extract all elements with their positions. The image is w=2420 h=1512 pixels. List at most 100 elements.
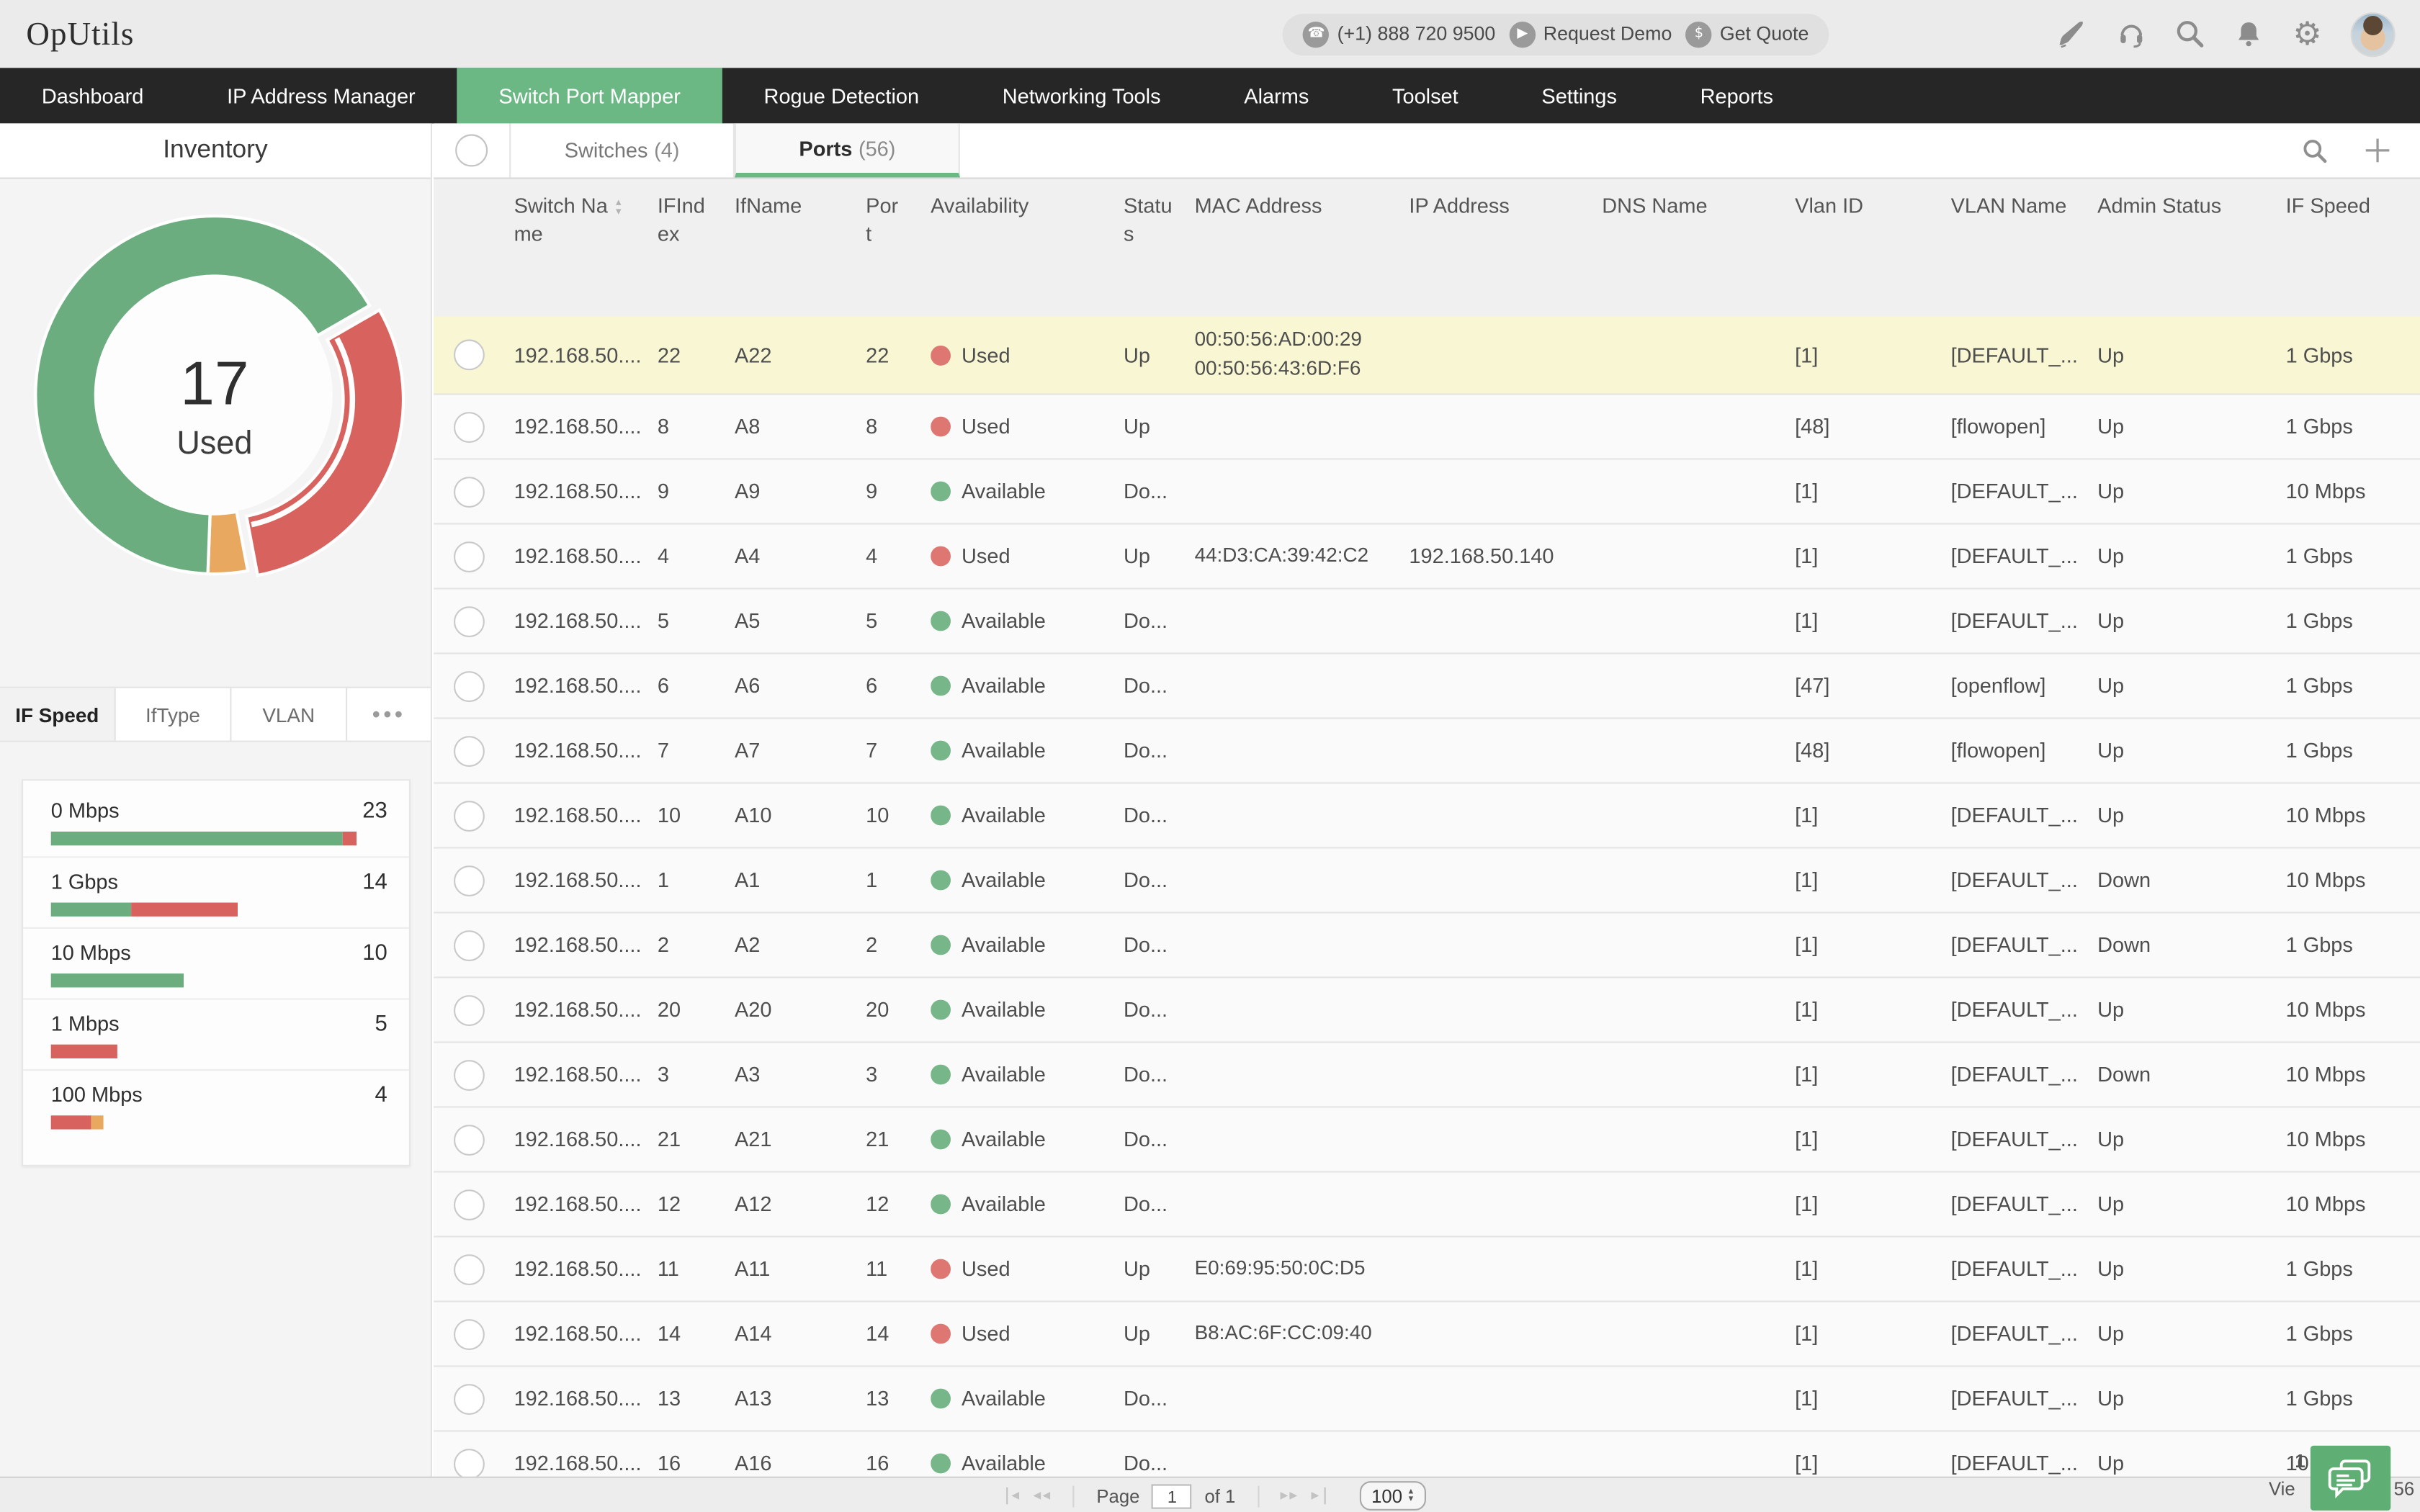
sort-arrows-icon[interactable]: ▴ ▾ bbox=[616, 197, 622, 219]
column-header-speed[interactable]: IF Speed bbox=[2286, 179, 2409, 261]
last-page-button[interactable]: ▸ bbox=[1311, 1487, 1325, 1505]
column-header-vlanname[interactable]: VLAN Name bbox=[1951, 179, 2098, 261]
speed-row-10-mbps[interactable]: 10 Mbps 10 bbox=[23, 929, 409, 1000]
nav-item-toolset[interactable]: Toolset bbox=[1392, 84, 1458, 107]
table-row-port-a7[interactable]: 192.168.50.... 7 A7 7 Available Do... [48] [flo… bbox=[434, 719, 2420, 784]
column-header-mac[interactable]: MAC Address bbox=[1195, 179, 1410, 261]
speed-row-1-gbps[interactable]: 1 Gbps 14 bbox=[23, 858, 409, 929]
table-search-icon[interactable] bbox=[2301, 137, 2329, 165]
row-select-radio[interactable] bbox=[454, 865, 485, 896]
phone-item[interactable]: ☎ (+1) 888 720 9500 bbox=[1303, 20, 1495, 48]
nav-item-settings[interactable]: Settings bbox=[1541, 84, 1617, 107]
support-headset-icon[interactable] bbox=[2116, 19, 2147, 50]
tab-ports[interactable]: Ports (56) bbox=[734, 123, 960, 178]
nav-item-reports[interactable]: Reports bbox=[1700, 84, 1773, 107]
cell-status: Up bbox=[1124, 343, 1150, 366]
add-plus-icon[interactable] bbox=[2363, 136, 2393, 166]
column-header-switch[interactable]: Switch Name ▴ ▾ bbox=[514, 179, 658, 261]
row-select-radio[interactable] bbox=[454, 800, 485, 831]
row-select-radio[interactable] bbox=[454, 1189, 485, 1220]
row-select-radio[interactable] bbox=[454, 1254, 485, 1284]
cell-vlan-name: [DEFAULT_... bbox=[1950, 609, 2078, 633]
row-select-radio[interactable] bbox=[454, 541, 485, 572]
row-select-radio[interactable] bbox=[454, 411, 485, 442]
tab-switches[interactable]: Switches (4) bbox=[509, 123, 735, 178]
prev-page-button[interactable]: ◂◂ bbox=[1033, 1487, 1052, 1505]
column-header-status[interactable]: Status bbox=[1124, 179, 1195, 261]
column-header-vlan[interactable]: Vlan ID bbox=[1795, 179, 1950, 261]
table-row-port-a22[interactable]: 192.168.50.... 22 A22 22 Used Up 00:50:56:AD:0… bbox=[434, 316, 2420, 395]
table-row-port-a13[interactable]: 192.168.50.... 13 A13 13 Available Do... [1] [D… bbox=[434, 1367, 2420, 1432]
table-row-port-a4[interactable]: 192.168.50.... 4 A4 4 Used Up 44:D3:CA:39:42:C… bbox=[434, 524, 2420, 590]
row-select-radio[interactable] bbox=[454, 1448, 485, 1479]
row-select-radio[interactable] bbox=[454, 339, 485, 371]
row-select-radio[interactable] bbox=[454, 735, 485, 766]
row-select-radio[interactable] bbox=[454, 1059, 485, 1090]
column-header-admin[interactable]: Admin Status bbox=[2097, 179, 2285, 261]
nav-item-dashboard[interactable]: Dashboard bbox=[41, 84, 144, 107]
speed-bar bbox=[50, 1115, 387, 1130]
column-header-ifindex[interactable]: IFIndex bbox=[658, 179, 735, 261]
column-header-port[interactable]: Port bbox=[866, 179, 931, 261]
table-row-port-a10[interactable]: 192.168.50.... 10 A10 10 Available Do... [1] [D… bbox=[434, 783, 2420, 849]
select-all-radio[interactable] bbox=[455, 134, 488, 167]
column-header-ip[interactable]: IP Address bbox=[1409, 179, 1602, 261]
table-row-port-a11[interactable]: 192.168.50.... 11 A11 11 Used Up E0:69:95:50:0… bbox=[434, 1237, 2420, 1302]
row-select-radio[interactable] bbox=[454, 606, 485, 636]
column-header-availability[interactable]: Availability bbox=[931, 179, 1124, 261]
breakdown-tabs-more-icon[interactable]: ••• bbox=[347, 688, 432, 741]
table-row-port-a5[interactable]: 192.168.50.... 5 A5 5 Available Do... [1] [DEFA… bbox=[434, 589, 2420, 654]
global-search-icon[interactable] bbox=[2174, 19, 2205, 50]
nav-item-rogue-detection[interactable]: Rogue Detection bbox=[763, 84, 920, 107]
page-number-input[interactable]: 1 bbox=[1152, 1483, 1193, 1508]
column-header-ifname[interactable]: IfName bbox=[735, 179, 866, 261]
speed-row-1-mbps[interactable]: 1 Mbps 5 bbox=[23, 1000, 409, 1071]
availability-label: Available bbox=[962, 674, 1046, 698]
table-row-port-a14[interactable]: 192.168.50.... 14 A14 14 Used Up B8:AC:6F:CC:0… bbox=[434, 1302, 2420, 1367]
table-row-port-a6[interactable]: 192.168.50.... 6 A6 6 Available Do... [47] [ope… bbox=[434, 654, 2420, 719]
row-select-radio[interactable] bbox=[454, 994, 485, 1025]
table-row-port-a9[interactable]: 192.168.50.... 9 A9 9 Available Do... [1] [DEFA… bbox=[434, 459, 2420, 525]
first-page-button[interactable]: ◂ bbox=[1006, 1487, 1021, 1505]
user-avatar[interactable] bbox=[2350, 12, 2396, 57]
next-page-button[interactable]: ▸▸ bbox=[1280, 1487, 1299, 1505]
table-row-port-a12[interactable]: 192.168.50.... 12 A12 12 Available Do... [1] [D… bbox=[434, 1172, 2420, 1238]
page-size-select[interactable]: 100 ▴ ▾ bbox=[1358, 1481, 1426, 1511]
get-quote-button[interactable]: $ Get Quote bbox=[1685, 20, 1809, 48]
cell-availability: Available bbox=[931, 868, 1124, 892]
cell-vlan-name: [openflow] bbox=[1950, 674, 2046, 698]
inventory-donut-chart[interactable]: 17 Used bbox=[0, 197, 432, 593]
rocket-icon[interactable] bbox=[2057, 19, 2088, 50]
row-select-radio[interactable] bbox=[454, 1383, 485, 1414]
settings-gear-icon[interactable]: ⚙ bbox=[2293, 15, 2322, 53]
speed-row-100-mbps[interactable]: 100 Mbps 4 bbox=[23, 1071, 409, 1140]
pager: ◂ ◂◂ Page 1 of 1 ▸▸ ▸ 100 ▴ ▾ bbox=[444, 1478, 1988, 1512]
table-row-port-a3[interactable]: 192.168.50.... 3 A3 3 Available Do... [1] [DEFA… bbox=[434, 1043, 2420, 1108]
speed-value: 4 bbox=[375, 1083, 387, 1108]
breakdown-tab-iftype[interactable]: IfType bbox=[116, 688, 232, 741]
speed-row-0-mbps[interactable]: 0 Mbps 23 bbox=[23, 787, 409, 858]
table-row-port-a20[interactable]: 192.168.50.... 20 A20 20 Available Do... [1] [D… bbox=[434, 978, 2420, 1043]
row-select-radio[interactable] bbox=[454, 930, 485, 960]
breakdown-tab-if-speed[interactable]: IF Speed bbox=[0, 688, 116, 741]
cell-port: 7 bbox=[866, 739, 878, 762]
row-select-radio[interactable] bbox=[454, 476, 485, 507]
chat-bubbles-icon bbox=[2328, 1459, 2371, 1498]
nav-item-switch-port-mapper[interactable]: Switch Port Mapper bbox=[457, 68, 722, 124]
breakdown-tab-vlan[interactable]: VLAN bbox=[231, 688, 348, 741]
row-select-radio[interactable] bbox=[454, 1318, 485, 1349]
row-select-radio[interactable] bbox=[454, 670, 485, 701]
table-row-port-a2[interactable]: 192.168.50.... 2 A2 2 Available Do... [1] [DEFA… bbox=[434, 913, 2420, 978]
notifications-bell-icon[interactable] bbox=[2233, 19, 2264, 50]
column-header-dns[interactable]: DNS Name bbox=[1602, 179, 1795, 261]
nav-item-networking-tools[interactable]: Networking Tools bbox=[1002, 84, 1161, 107]
table-row-port-a21[interactable]: 192.168.50.... 21 A21 21 Available Do... [1] [D… bbox=[434, 1107, 2420, 1173]
request-demo-button[interactable]: ▶ Request Demo bbox=[1509, 20, 1672, 48]
chat-support-button[interactable] bbox=[2310, 1445, 2391, 1511]
nav-item-ip-address-manager[interactable]: IP Address Manager bbox=[227, 84, 416, 107]
table-row-port-a8[interactable]: 192.168.50.... 8 A8 8 Used Up [48] [flowopen] Up… bbox=[434, 395, 2420, 460]
nav-item-alarms[interactable]: Alarms bbox=[1244, 84, 1309, 107]
table-row-port-a1[interactable]: 192.168.50.... 1 A1 1 Available Do... [1] [DEFA… bbox=[434, 848, 2420, 914]
row-select-radio[interactable] bbox=[454, 1124, 485, 1155]
availability-dot-icon bbox=[931, 1259, 951, 1279]
